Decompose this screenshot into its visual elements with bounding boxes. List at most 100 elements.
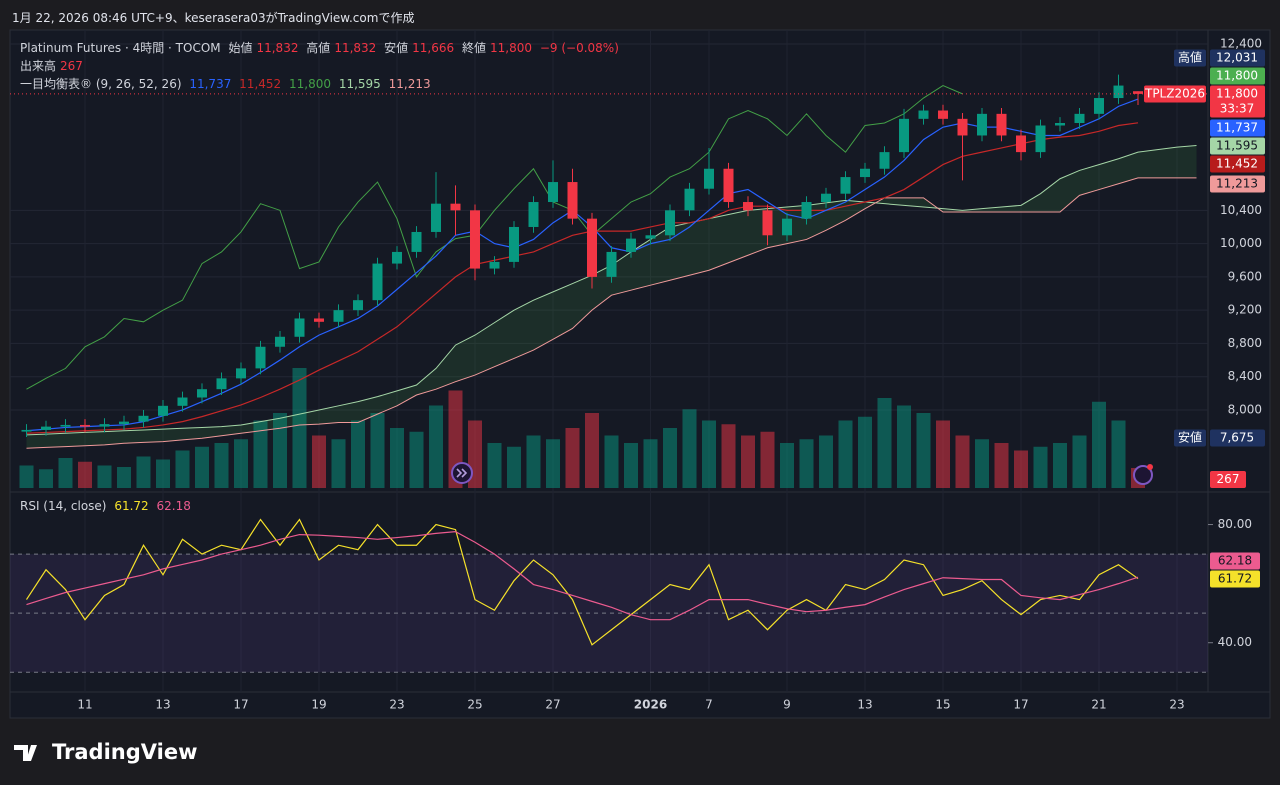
legend-ichimoku: 一目均衡表® (9, 26, 52, 26) 11,737 11,452 11,…: [20, 75, 435, 92]
volume-bar: [546, 439, 560, 488]
volume-bar: [156, 459, 170, 488]
symbol-title: Platinum Futures · 4時間 · TOCOM: [20, 41, 221, 55]
candle-body: [294, 318, 305, 337]
price-badge-text: 7,675: [1220, 431, 1254, 445]
y-tick-label: 8,800: [1228, 336, 1262, 350]
volume-bar: [78, 461, 92, 488]
brand-logo: [14, 745, 37, 761]
badge-tag: [1144, 85, 1206, 103]
volume-bar: [819, 435, 833, 488]
x-tick-label: 21: [1091, 698, 1106, 712]
x-tick-label: 23: [1169, 698, 1184, 712]
volume-bar: [565, 428, 580, 488]
candle-body: [489, 261, 500, 269]
volume-bar: [780, 443, 794, 488]
price-badge: [1210, 137, 1265, 155]
rsi-value: 61.72: [114, 499, 149, 513]
rsi-line: [26, 531, 1139, 621]
x-tick-label: 13: [155, 698, 170, 712]
volume-bar: [136, 456, 151, 488]
price-badge: [1210, 119, 1265, 137]
price-badge-sub: 33:37: [1220, 102, 1255, 116]
price-badge-text: 11,595: [1216, 139, 1258, 153]
candle-body: [528, 202, 539, 227]
candle-body: [723, 168, 734, 203]
x-tick-label: 27: [545, 698, 560, 712]
ichimoku-cloud: [26, 145, 1197, 449]
candle-body: [704, 168, 714, 189]
volume-bar: [370, 413, 385, 488]
candle-body: [1035, 125, 1046, 153]
legend-ohlc: Platinum Futures · 4時間 · TOCOM 始値 11,832 …: [20, 39, 623, 56]
price-badge: [1210, 155, 1265, 173]
chikou-value: 11,800: [289, 77, 331, 91]
candle-body: [840, 177, 851, 194]
y-tick-label: 9,600: [1228, 269, 1262, 283]
open-value: 11,832: [256, 41, 299, 55]
ichimoku-label: 一目均衡表® (9, 26, 52, 26): [20, 77, 182, 91]
volume-badge-text: 267: [1217, 472, 1240, 486]
brand: TradingView: [52, 740, 197, 764]
volume-bar: [799, 439, 814, 488]
volume-bar: [117, 467, 131, 488]
x-tick-label: 25: [467, 698, 482, 712]
span-b-value: 11,213: [388, 77, 431, 91]
candle-body: [821, 193, 831, 203]
candle-body: [392, 251, 402, 264]
volume-bar: [897, 405, 911, 488]
volume-bar: [331, 439, 346, 488]
volume-bar: [1111, 420, 1126, 488]
volume-bar: [994, 443, 1009, 488]
candle-body: [918, 110, 929, 119]
rsi-line: [25, 518, 1139, 646]
volume-bar: [351, 420, 365, 488]
volume-bar: [253, 420, 268, 488]
candle-body: [548, 182, 558, 203]
volume-bar: [975, 439, 989, 488]
candle-body: [626, 238, 636, 252]
candle-body: [801, 202, 812, 219]
volume-bar: [195, 446, 209, 488]
candle-body: [1074, 113, 1085, 123]
candle-body: [60, 424, 71, 427]
chikou-line: [26, 85, 963, 390]
candle-body: [450, 203, 461, 211]
volume-bar: [234, 439, 248, 488]
candle-body: [314, 318, 324, 322]
candle-body: [411, 231, 422, 252]
close-label: 終値: [461, 41, 486, 55]
candle-body: [431, 203, 441, 232]
volume-bar: [1053, 443, 1067, 488]
volume-bar: [585, 413, 599, 488]
volume-bar: [487, 443, 502, 488]
candle-body: [333, 310, 344, 322]
candle-body: [743, 202, 753, 211]
alert-icon[interactable]: [1133, 465, 1153, 485]
candle-body: [899, 118, 909, 153]
rsi-badge-text: 62.18: [1218, 554, 1252, 568]
badge-tag-text: 高値: [1178, 50, 1202, 65]
volume-value: 267: [60, 59, 83, 73]
volume-bar: [390, 428, 404, 488]
open-label: 始値: [228, 41, 253, 55]
volume-bar: [858, 416, 872, 488]
badge-tag: [1174, 429, 1206, 447]
candle-body: [21, 429, 32, 432]
candle-body: [938, 110, 948, 119]
candle-body: [41, 426, 51, 430]
volume-bar: [838, 420, 853, 488]
price-badge-text: 11,452: [1216, 157, 1258, 171]
price-badge-text: 12,031: [1216, 51, 1258, 65]
volume-bar: [604, 435, 619, 488]
price-badge: [1210, 49, 1265, 67]
candle-body: [762, 210, 773, 236]
price-badge: [1210, 429, 1265, 447]
candle-body: [236, 368, 246, 379]
candle-body: [470, 210, 480, 269]
candle-body: [509, 226, 519, 262]
candle-body: [606, 251, 617, 277]
volume-badge: [1210, 471, 1246, 488]
legend-rsi: RSI (14, close) 61.72 62.18: [20, 499, 195, 513]
alert-dot: [1147, 464, 1153, 470]
